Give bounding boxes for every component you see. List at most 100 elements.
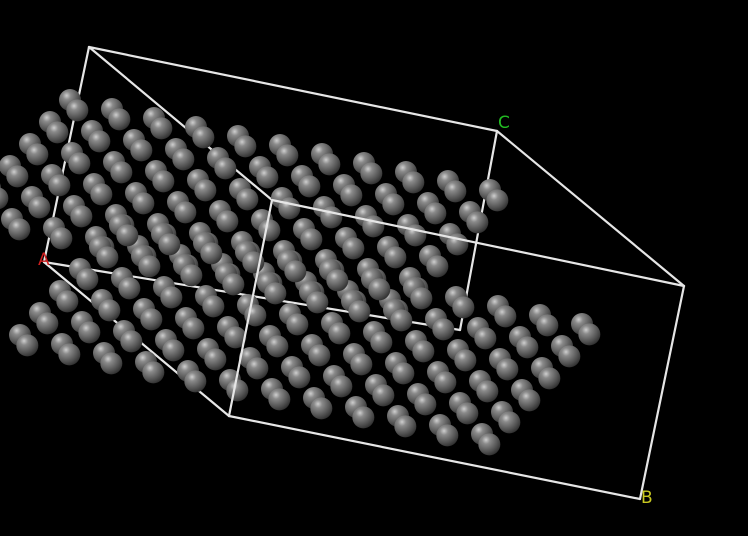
carbon-atom[interactable] xyxy=(70,205,93,228)
carbon-atom[interactable] xyxy=(200,242,223,265)
carbon-atom[interactable] xyxy=(444,180,467,203)
carbon-atom[interactable] xyxy=(0,187,9,210)
carbon-atom[interactable] xyxy=(184,370,207,393)
carbon-atom[interactable] xyxy=(76,268,99,291)
carbon-atom[interactable] xyxy=(432,318,455,341)
carbon-atom[interactable] xyxy=(348,300,371,323)
carbon-atom[interactable] xyxy=(192,126,215,149)
carbon-atom[interactable] xyxy=(412,340,435,363)
carbon-atom[interactable] xyxy=(424,202,447,225)
carbon-atom[interactable] xyxy=(454,349,477,372)
carbon-atom[interactable] xyxy=(180,264,203,287)
carbon-atom[interactable] xyxy=(340,184,363,207)
carbon-atom[interactable] xyxy=(264,282,287,305)
carbon-atom[interactable] xyxy=(236,188,259,211)
carbon-atom[interactable] xyxy=(96,246,119,269)
carbon-atom[interactable] xyxy=(478,433,501,456)
carbon-atom[interactable] xyxy=(28,196,51,219)
carbon-atom[interactable] xyxy=(66,99,89,122)
carbon-atom[interactable] xyxy=(256,166,279,189)
carbon-atom[interactable] xyxy=(182,317,205,340)
carbon-atom[interactable] xyxy=(558,345,581,368)
carbon-atom[interactable] xyxy=(342,237,365,260)
carbon-atom[interactable] xyxy=(116,224,139,247)
carbon-atom[interactable] xyxy=(516,336,539,359)
carbon-atom[interactable] xyxy=(8,218,31,241)
carbon-atom[interactable] xyxy=(368,278,391,301)
carbon-atom[interactable] xyxy=(278,197,301,220)
carbon-atom[interactable] xyxy=(16,334,39,357)
carbon-atom[interactable] xyxy=(234,135,257,158)
carbon-atom[interactable] xyxy=(402,171,425,194)
carbon-atom[interactable] xyxy=(68,152,91,175)
carbon-atom[interactable] xyxy=(202,295,225,318)
carbon-atom[interactable] xyxy=(48,174,71,197)
carbon-atom[interactable] xyxy=(110,161,133,184)
carbon-atom[interactable] xyxy=(284,260,307,283)
carbon-atom[interactable] xyxy=(330,375,353,398)
carbon-atom[interactable] xyxy=(452,296,475,319)
carbon-atom[interactable] xyxy=(90,183,113,206)
carbon-atom[interactable] xyxy=(308,344,331,367)
carbon-atom[interactable] xyxy=(276,144,299,167)
carbon-atom[interactable] xyxy=(162,339,185,362)
carbon-atom[interactable] xyxy=(410,287,433,310)
carbon-atom[interactable] xyxy=(108,108,131,131)
carbon-atom[interactable] xyxy=(266,335,289,358)
carbon-atom[interactable] xyxy=(288,366,311,389)
carbon-atom[interactable] xyxy=(152,170,175,193)
carbon-atom[interactable] xyxy=(98,299,121,322)
carbon-atom[interactable] xyxy=(486,189,509,212)
carbon-atom[interactable] xyxy=(536,314,559,337)
carbon-atom[interactable] xyxy=(58,343,81,366)
carbon-atom[interactable] xyxy=(350,353,373,376)
carbon-atom[interactable] xyxy=(36,312,59,335)
carbon-atom[interactable] xyxy=(326,269,349,292)
carbon-atom[interactable] xyxy=(50,227,73,250)
carbon-atom[interactable] xyxy=(392,362,415,385)
carbon-atom[interactable] xyxy=(172,148,195,171)
carbon-atom[interactable] xyxy=(142,361,165,384)
carbon-atom[interactable] xyxy=(466,211,489,234)
carbon-atom[interactable] xyxy=(390,309,413,332)
carbon-atom[interactable] xyxy=(496,358,519,381)
carbon-atom[interactable] xyxy=(578,323,601,346)
carbon-atom[interactable] xyxy=(286,313,309,336)
carbon-atom[interactable] xyxy=(194,179,217,202)
carbon-atom[interactable] xyxy=(216,210,239,233)
carbon-atom[interactable] xyxy=(214,157,237,180)
carbon-atom[interactable] xyxy=(352,406,375,429)
carbon-atom[interactable] xyxy=(88,130,111,153)
carbon-atom[interactable] xyxy=(384,246,407,269)
carbon-atom[interactable] xyxy=(538,367,561,390)
carbon-atom[interactable] xyxy=(100,352,123,375)
carbon-atom[interactable] xyxy=(394,415,417,438)
carbon-atom[interactable] xyxy=(132,192,155,215)
carbon-atom[interactable] xyxy=(268,388,291,411)
carbon-atom[interactable] xyxy=(26,143,49,166)
carbon-atom[interactable] xyxy=(518,389,541,412)
carbon-atom[interactable] xyxy=(258,219,281,242)
carbon-atom[interactable] xyxy=(360,162,383,185)
carbon-atom[interactable] xyxy=(224,326,247,349)
carbon-atom[interactable] xyxy=(56,290,79,313)
carbon-atom[interactable] xyxy=(6,165,29,188)
carbon-atom[interactable] xyxy=(434,371,457,394)
carbon-atom[interactable] xyxy=(306,291,329,314)
carbon-atom[interactable] xyxy=(150,117,173,140)
carbon-atom[interactable] xyxy=(414,393,437,416)
carbon-atom[interactable] xyxy=(246,357,269,380)
carbon-atom[interactable] xyxy=(476,380,499,403)
carbon-atom[interactable] xyxy=(78,321,101,344)
carbon-atom[interactable] xyxy=(158,233,181,256)
carbon-atom[interactable] xyxy=(456,402,479,425)
carbon-atom[interactable] xyxy=(174,201,197,224)
carbon-atom[interactable] xyxy=(426,255,449,278)
carbon-atom[interactable] xyxy=(204,348,227,371)
carbon-atom[interactable] xyxy=(328,322,351,345)
carbon-atom[interactable] xyxy=(372,384,395,407)
carbon-atom[interactable] xyxy=(436,424,459,447)
carbon-atom[interactable] xyxy=(160,286,183,309)
carbon-atom[interactable] xyxy=(498,411,521,434)
